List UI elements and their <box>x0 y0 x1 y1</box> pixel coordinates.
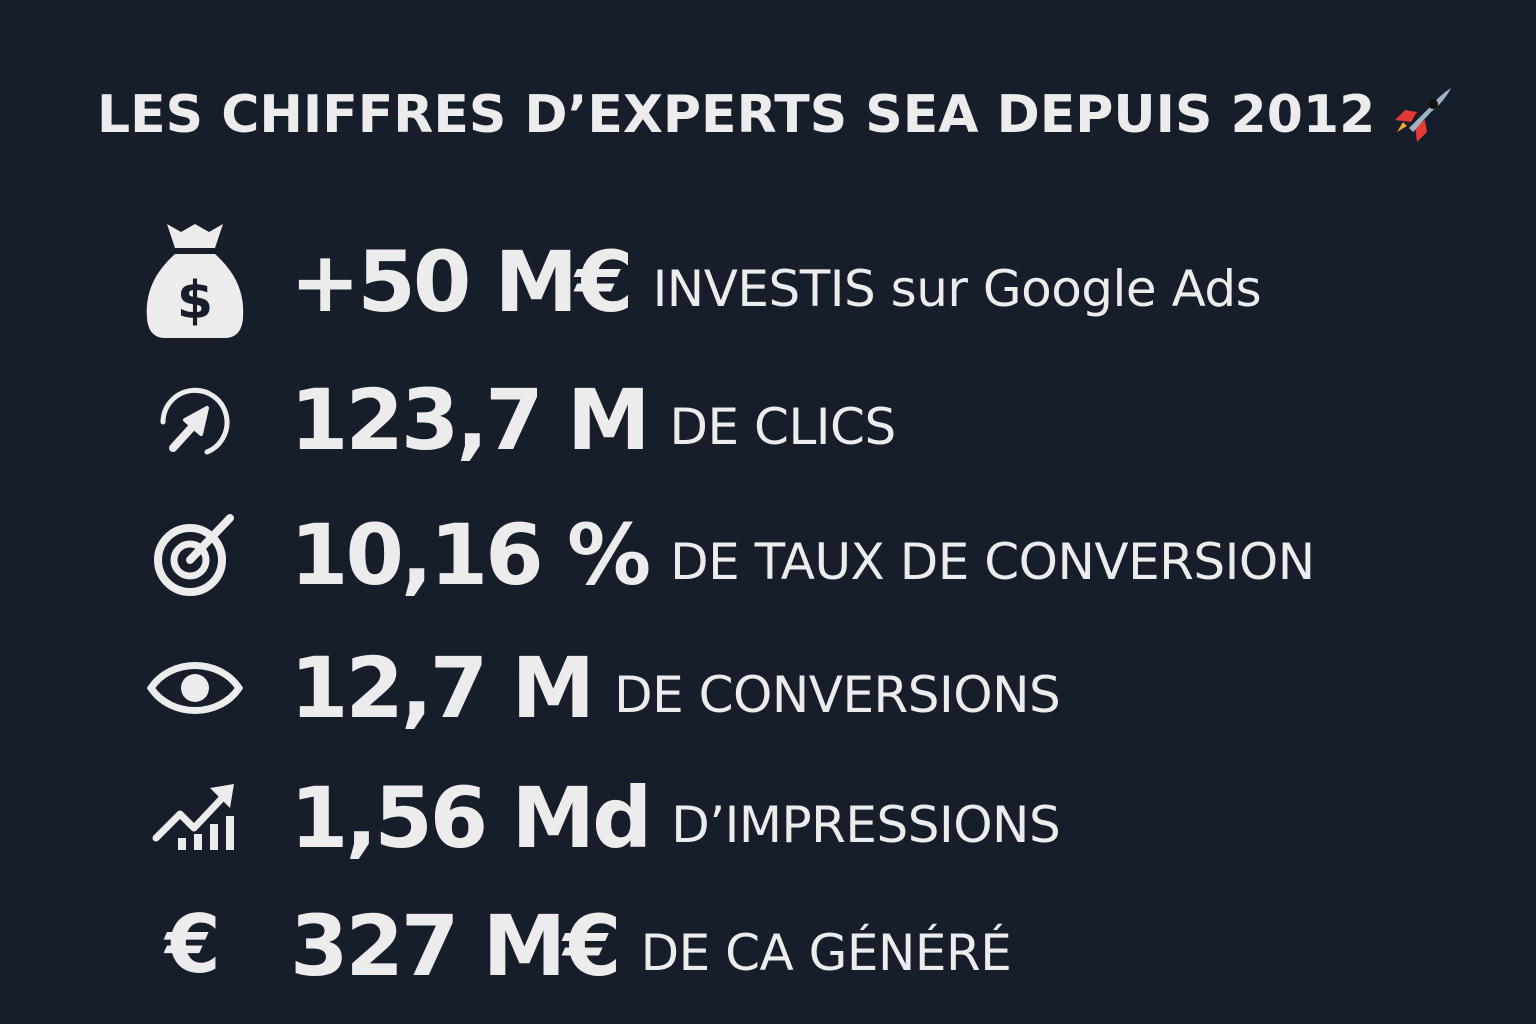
stat-label: D’IMPRESSIONS <box>671 796 1061 854</box>
page-title: LES CHIFFRES D’EXPERTS SEA DEPUIS 2012 <box>97 82 1455 148</box>
stat-value: 10,16 % <box>290 506 651 604</box>
svg-text:€: € <box>163 906 221 986</box>
stat-value: 1,56 Md <box>290 769 652 867</box>
target-icon <box>140 495 250 615</box>
stat-label: DE CA GÉNÉRÉ <box>640 924 1012 982</box>
eye-icon <box>140 628 250 748</box>
euro-icon: € <box>140 886 250 1006</box>
svg-text:$: $ <box>177 271 213 331</box>
stat-row-clicks: 123,7 M DE CLICS <box>0 360 1536 480</box>
money-bag-icon: $ <box>140 222 250 342</box>
stat-row-conversion-rate: 10,16 % DE TAUX DE CONVERSION <box>0 495 1536 615</box>
trending-up-chart-icon <box>140 758 250 878</box>
stat-value: 12,7 M <box>290 639 595 737</box>
stat-row-budget: $ +50 M€ INVESTIS sur Google Ads <box>0 222 1536 342</box>
stat-row-revenue: € 327 M€ DE CA GÉNÉRÉ <box>0 886 1536 1006</box>
stat-value: +50 M€ <box>290 233 634 331</box>
stat-label: INVESTIS sur Google Ads <box>652 260 1262 318</box>
stat-row-impressions: 1,56 Md D’IMPRESSIONS <box>0 758 1536 878</box>
stat-value: 327 M€ <box>290 897 622 995</box>
stat-value: 123,7 M <box>290 371 651 469</box>
stat-label: DE TAUX DE CONVERSION <box>670 533 1315 591</box>
title-text: LES CHIFFRES D’EXPERTS SEA DEPUIS 2012 <box>97 85 1376 145</box>
stat-label: DE CONVERSIONS <box>614 666 1061 724</box>
click-arrow-icon <box>140 360 250 480</box>
stat-row-conversions: 12,7 M DE CONVERSIONS <box>0 628 1536 748</box>
rocket-icon <box>1395 88 1452 142</box>
stat-label: DE CLICS <box>669 398 897 456</box>
